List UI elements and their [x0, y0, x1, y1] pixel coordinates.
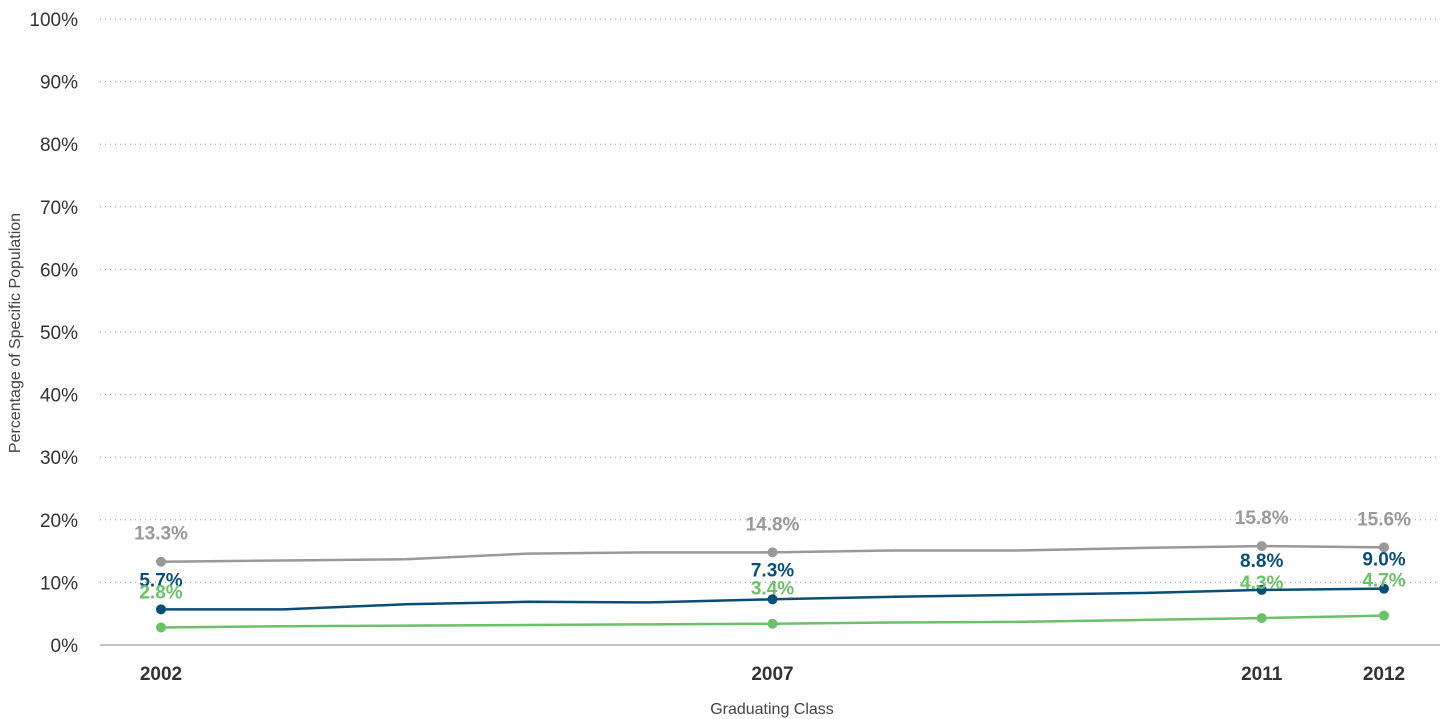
data-point: [767, 547, 778, 558]
y-tick-label: 20%: [40, 511, 78, 532]
data-label: 2.8%: [139, 582, 182, 603]
y-tick-label: 70%: [40, 198, 78, 219]
data-point: [156, 604, 166, 615]
y-tick-label: 100%: [29, 10, 78, 31]
data-label: 14.8%: [746, 514, 800, 535]
x-tick-label: 2002: [140, 664, 182, 685]
x-tick-label: 2011: [1241, 664, 1283, 685]
y-tick-label: 90%: [40, 73, 78, 94]
data-point: [767, 618, 778, 629]
data-point: [156, 622, 166, 633]
x-axis-label: Graduating Class: [710, 701, 834, 718]
x-tick-label: 2012: [1363, 664, 1405, 685]
x-tick-label: 2007: [751, 664, 793, 685]
data-label: 9.0%: [1362, 550, 1405, 571]
data-point: [1379, 583, 1389, 594]
data-point: [1256, 613, 1267, 624]
data-label: 15.8%: [1235, 508, 1289, 529]
y-tick-label: 40%: [40, 386, 78, 407]
y-tick-label: 0%: [51, 636, 79, 657]
data-point: [1379, 542, 1389, 553]
series-markers: [156, 541, 1389, 633]
data-label: 8.8%: [1240, 551, 1283, 572]
data-label: 3.4%: [751, 579, 794, 600]
data-point: [1379, 610, 1389, 621]
y-axis-label: Percentage of Specific Population: [7, 213, 24, 453]
y-tick-label: 30%: [40, 448, 78, 469]
data-label: 5.7%: [139, 570, 182, 591]
y-tick-labels: 0% 10% 20% 30% 40% 50% 60% 70% 80% 90% 100%: [29, 10, 78, 657]
data-label: 4.3%: [1240, 573, 1283, 594]
data-point: [1256, 541, 1267, 552]
data-label: 4.7%: [1362, 571, 1405, 592]
y-tick-label: 50%: [40, 323, 78, 344]
data-point: [1256, 584, 1267, 595]
data-label: 13.3%: [134, 524, 188, 545]
data-labels: 13.3% 14.8% 15.8% 15.6% 5.7% 7.3% 8.8% 9.0% 2.8%…: [134, 508, 1411, 603]
data-label: 15.6%: [1357, 509, 1411, 530]
data-point: [767, 594, 778, 605]
data-point: [156, 556, 166, 567]
x-tick-labels: 2002 2007 2011 2012: [140, 664, 1405, 685]
y-tick-label: 80%: [40, 135, 78, 156]
grid-lines: [100, 18, 1440, 646]
data-label: 7.3%: [751, 560, 794, 581]
y-tick-label: 60%: [40, 260, 78, 281]
y-tick-label: 10%: [40, 573, 78, 594]
